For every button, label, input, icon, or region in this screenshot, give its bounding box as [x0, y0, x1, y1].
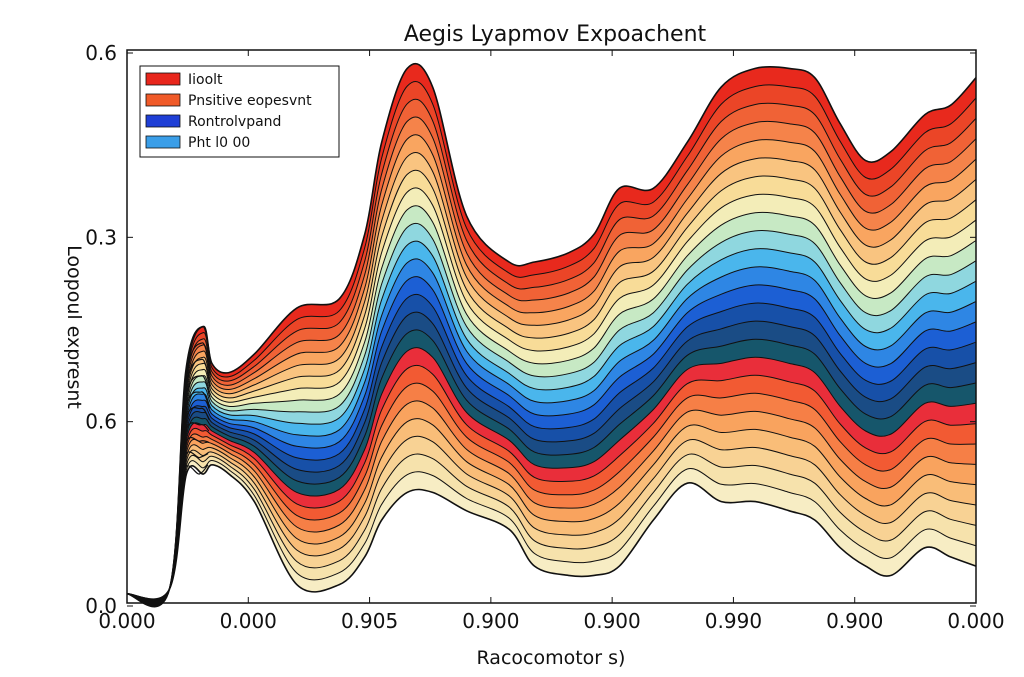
contour-line	[126, 293, 977, 604]
area-band	[127, 347, 976, 602]
area-band	[127, 460, 976, 600]
area-band	[127, 170, 976, 605]
area-bands	[127, 63, 976, 607]
contour-line	[126, 98, 977, 607]
contour-line	[126, 151, 977, 606]
legend-label: Pnsitive eopesvnt	[188, 93, 312, 109]
contour-line	[126, 418, 977, 601]
chart-title: Aegis Lyapmov Expoachent	[404, 22, 707, 47]
contour-line	[126, 187, 977, 605]
legend-swatch	[145, 114, 181, 128]
y-tick-label: 0.3	[85, 225, 117, 249]
area-band	[127, 223, 976, 604]
area-band	[127, 365, 976, 602]
contour-line	[126, 62, 977, 608]
legend: Iioolt Pnsitive eopesvnt Rontrolvpand Pht l…	[139, 65, 340, 158]
legend-label: Pht l0 00	[188, 135, 250, 151]
x-tick-label: 0.900	[826, 609, 883, 633]
contour-line	[126, 435, 977, 601]
contour-lines	[126, 62, 977, 608]
spike-line	[126, 451, 209, 601]
y-tick-label: 0.6	[85, 410, 117, 434]
contour-line	[126, 80, 977, 607]
contour-line	[126, 240, 977, 604]
spike-line	[126, 325, 212, 608]
area-band	[127, 205, 976, 605]
contour-line	[126, 400, 977, 602]
x-tick-label: 0.000	[220, 609, 277, 633]
spike-line	[126, 464, 209, 600]
x-tick-label: 0.000	[947, 609, 1004, 633]
x-tick-label: 0.000	[98, 609, 155, 633]
y-tick-label: 0.0	[85, 594, 117, 618]
y-axis-ticks: 0.6 0.3 0.6 0.0	[85, 41, 976, 618]
contour-line	[126, 364, 977, 602]
legend-label: Iioolt	[188, 72, 223, 88]
contour-line	[126, 463, 977, 600]
contour-line	[126, 347, 977, 603]
x-tick-label: 0.900	[462, 609, 519, 633]
x-tick-label: 0.990	[705, 609, 762, 633]
contour-line	[126, 116, 977, 607]
legend-swatch	[145, 93, 181, 107]
contour-line	[126, 258, 977, 604]
x-axis-label: Racocomotor s)	[477, 647, 626, 669]
legend-label: Rontrolvpand	[188, 114, 281, 130]
contour-line	[126, 329, 977, 603]
area-band	[127, 454, 976, 600]
contour-line	[126, 460, 977, 600]
y-axis-label: Loopoul expresnt	[63, 245, 85, 409]
contour-line	[126, 222, 977, 605]
plot-frame	[126, 49, 977, 604]
area-band	[127, 329, 976, 603]
contour-line	[126, 134, 977, 606]
contour-line	[126, 311, 977, 603]
contour-line	[126, 382, 977, 602]
x-axis-ticks: 0.000 0.000 0.905 0.900 0.900 0.990 0.900 0.000	[98, 50, 1005, 633]
area-band	[127, 187, 976, 605]
contour-line	[126, 205, 977, 605]
contour-line	[126, 276, 977, 604]
x-tick-label: 0.900	[584, 609, 641, 633]
contour-line	[126, 169, 977, 606]
area-band	[127, 436, 976, 601]
y-tick-label: 0.6	[85, 41, 117, 65]
legend-swatch	[145, 72, 181, 86]
initial-spike	[126, 325, 212, 608]
contour-line	[126, 453, 977, 601]
x-tick-label: 0.905	[341, 609, 398, 633]
legend-swatch	[145, 135, 181, 149]
